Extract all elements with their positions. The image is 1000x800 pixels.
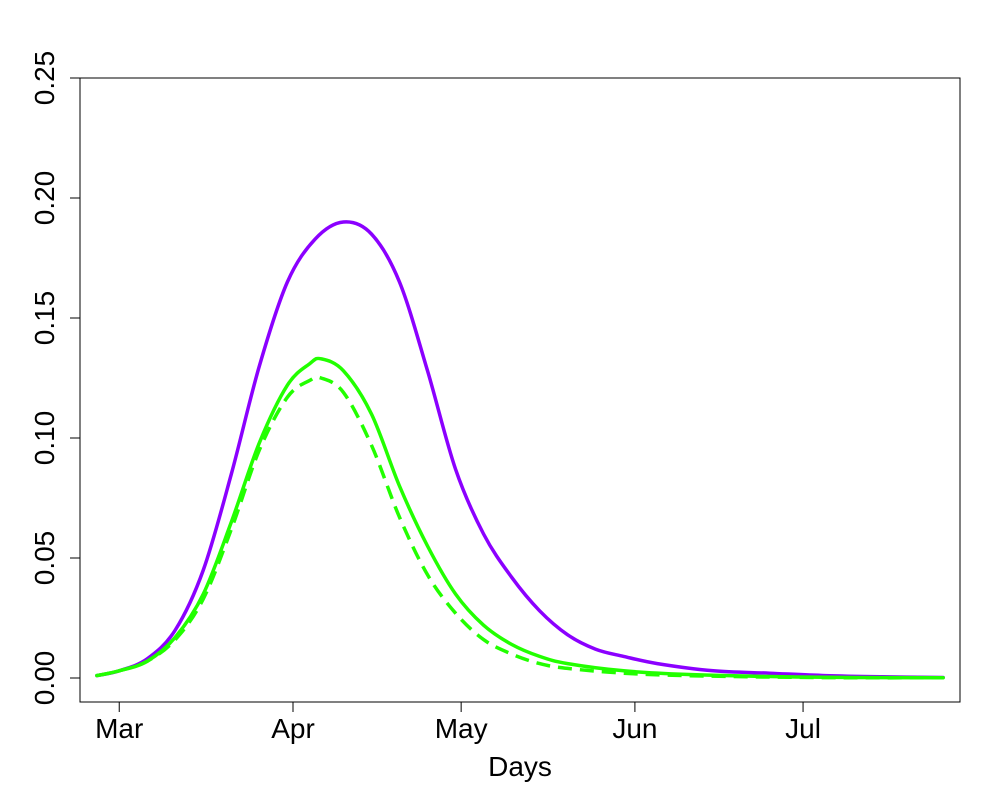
series-line-3 bbox=[96, 375, 944, 680]
series-line-1 bbox=[95, 220, 945, 680]
x-tick-label: Apr bbox=[271, 713, 315, 744]
series-layer bbox=[95, 220, 945, 680]
x-tick-label: May bbox=[435, 713, 488, 744]
y-tick-label: 0.10 bbox=[29, 411, 60, 466]
x-axis-title: Days bbox=[488, 751, 552, 782]
x-tick-label: Jul bbox=[785, 713, 821, 744]
x-axis: Mar Apr May Jun Jul bbox=[95, 701, 821, 744]
y-tick-label: 0.15 bbox=[29, 291, 60, 346]
x-tick-label: Mar bbox=[95, 713, 143, 744]
y-tick-label: 0.25 bbox=[29, 51, 60, 106]
y-axis: 0.00 0.05 0.10 0.15 0.20 0.25 bbox=[29, 51, 81, 706]
y-tick-label: 0.00 bbox=[29, 651, 60, 706]
y-tick-label: 0.20 bbox=[29, 171, 60, 226]
y-tick-label: 0.05 bbox=[29, 531, 60, 586]
x-tick-label: Jun bbox=[612, 713, 657, 744]
